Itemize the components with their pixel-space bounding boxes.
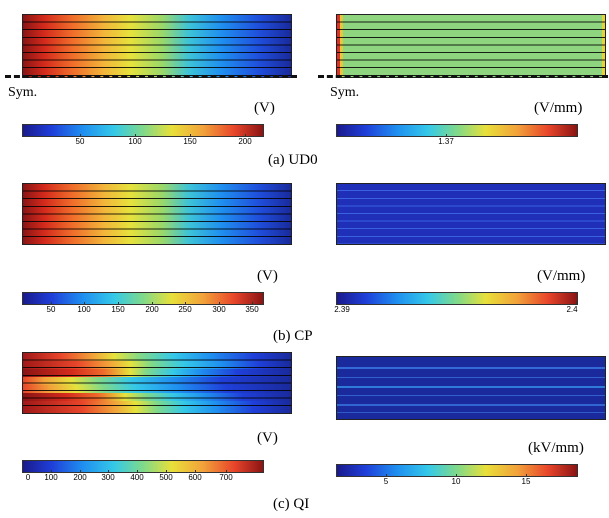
ud0-left-symmetry-line bbox=[5, 75, 297, 78]
qi-field-plot bbox=[336, 356, 606, 420]
cp-right-unit: (V/mm) bbox=[537, 268, 586, 284]
colorbar-tick-mark bbox=[80, 470, 81, 473]
qi-left-unit: (V) bbox=[257, 430, 278, 446]
colorbar-tick-mark bbox=[219, 302, 220, 305]
colorbar-tick-mark bbox=[386, 474, 387, 477]
cp-caption: (b) CP bbox=[273, 328, 313, 344]
cp-potential-plot bbox=[22, 183, 292, 245]
colorbar-tick-label: 2.39 bbox=[334, 305, 350, 314]
ud0-right-unit: (V/mm) bbox=[534, 100, 583, 116]
colorbar-tick-label: 100 bbox=[44, 473, 58, 482]
ud0-field-plot bbox=[336, 14, 606, 78]
colorbar-tick-label: 200 bbox=[73, 473, 87, 482]
cp-right-colorbar bbox=[336, 292, 578, 305]
cp-field-plot bbox=[336, 183, 606, 245]
ud0-caption: (a) UD0 bbox=[268, 152, 318, 168]
colorbar-tick-mark bbox=[252, 302, 253, 305]
ud0-potential-plot bbox=[22, 14, 292, 78]
colorbar-tick-mark bbox=[226, 470, 227, 473]
colorbar-tick-label: 300 bbox=[101, 473, 115, 482]
colorbar-tick-label: 150 bbox=[111, 305, 125, 314]
colorbar-tick-label: 500 bbox=[159, 473, 173, 482]
colorbar-tick-label: 400 bbox=[130, 473, 144, 482]
colorbar-tick-label: 250 bbox=[178, 305, 192, 314]
qi-left-colorbar bbox=[22, 460, 264, 473]
colorbar-tick-label: 100 bbox=[128, 137, 142, 146]
qi-right-colorbar bbox=[336, 464, 578, 477]
colorbar-tick-mark bbox=[22, 470, 23, 473]
ud0-left-ticks: 50 100 150 200 bbox=[22, 134, 264, 149]
cp-right-ticks: 2.39 2.4 bbox=[334, 302, 578, 317]
colorbar-tick-label: 10 bbox=[451, 477, 461, 486]
colorbar-tick-mark bbox=[526, 474, 527, 477]
qi-caption: (c) QI bbox=[273, 496, 310, 512]
colorbar-tick-label: 300 bbox=[212, 305, 226, 314]
qi-left-ticks: 0 100 200 300 400 500 600 700 bbox=[22, 470, 264, 485]
ud0-right-colorbar bbox=[336, 124, 578, 137]
ud0-left-sym-label: Sym. bbox=[8, 85, 38, 100]
colorbar-tick-label: 350 bbox=[245, 305, 259, 314]
colorbar-tick-mark bbox=[166, 470, 167, 473]
qi-potential-plot bbox=[22, 352, 292, 414]
colorbar-tick-mark bbox=[135, 134, 136, 137]
ud0-right-ticks: 1.37 bbox=[336, 134, 578, 149]
colorbar-tick-label: 200 bbox=[145, 305, 159, 314]
colorbar-tick-label: 50 bbox=[46, 305, 56, 314]
colorbar-tick-mark bbox=[51, 302, 52, 305]
ud0-right-sym-label: Sym. bbox=[330, 85, 360, 100]
colorbar-tick-label: 200 bbox=[238, 137, 252, 146]
colorbar-tick-label: 700 bbox=[219, 473, 233, 482]
colorbar-tick-mark bbox=[456, 474, 457, 477]
qi-right-ticks: 5 10 15 bbox=[336, 474, 578, 489]
colorbar-tick-mark bbox=[152, 302, 153, 305]
colorbar-tick-mark bbox=[190, 134, 191, 137]
colorbar-tick-mark bbox=[245, 134, 246, 137]
colorbar-tick-mark bbox=[137, 470, 138, 473]
colorbar-tick-mark bbox=[118, 302, 119, 305]
qi-right-unit: (kV/mm) bbox=[528, 440, 584, 456]
colorbar-tick-mark bbox=[336, 302, 337, 305]
ud0-right-symmetry-line bbox=[318, 75, 608, 78]
cp-left-ticks: 50 100 150 200 250 300 350 bbox=[22, 302, 264, 317]
colorbar-tick-mark bbox=[84, 302, 85, 305]
colorbar-tick-label: 1.37 bbox=[438, 137, 454, 146]
colorbar-tick-label: 100 bbox=[77, 305, 91, 314]
ud0-left-unit: (V) bbox=[254, 100, 275, 116]
colorbar-tick-mark bbox=[446, 134, 447, 137]
colorbar-tick-label: 50 bbox=[75, 137, 85, 146]
colorbar-tick-mark bbox=[195, 470, 196, 473]
colorbar-tick-mark bbox=[576, 302, 577, 305]
colorbar-tick-mark bbox=[108, 470, 109, 473]
colorbar-tick-label: 5 bbox=[383, 477, 389, 486]
colorbar-tick-mark bbox=[185, 302, 186, 305]
colorbar-tick-label: 150 bbox=[183, 137, 197, 146]
colorbar-tick-label: 15 bbox=[521, 477, 531, 486]
cp-left-colorbar bbox=[22, 292, 264, 305]
cp-left-unit: (V) bbox=[257, 268, 278, 284]
colorbar-tick-mark bbox=[51, 470, 52, 473]
colorbar-tick-label: 2.4 bbox=[566, 305, 578, 314]
ud0-left-colorbar bbox=[22, 124, 264, 137]
colorbar-tick-mark bbox=[80, 134, 81, 137]
colorbar-tick-label: 600 bbox=[188, 473, 202, 482]
colorbar-tick-label: 0 bbox=[25, 473, 31, 482]
